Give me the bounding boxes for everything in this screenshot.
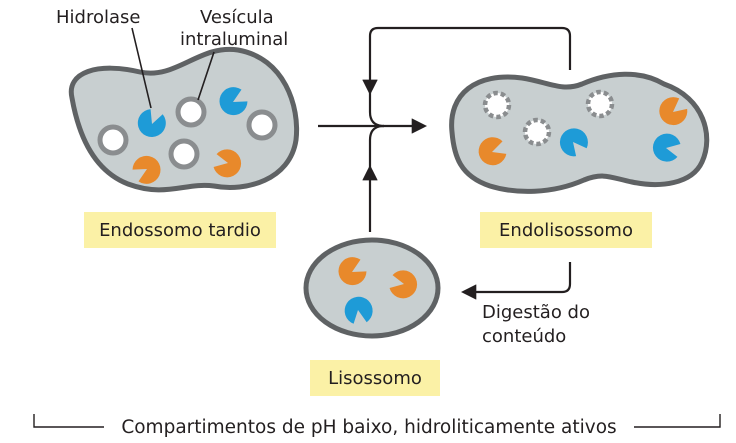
- hydrolase-blue: [344, 296, 373, 324]
- hydrolase-blue: [219, 87, 248, 116]
- arrow-return-loop: [362, 26, 572, 96]
- hidrolase-label: Hidrolase: [56, 7, 140, 28]
- endolysosome: [449, 71, 710, 194]
- digestao-label-line1: Digestão do: [482, 302, 590, 323]
- hydrolase-orange: [338, 257, 367, 286]
- late-endosome-name: Endossomo tardio: [99, 220, 261, 241]
- footer-caption: Compartimentos de pH baixo, hidroliticam…: [121, 417, 616, 438]
- endolysosome-tag: Endolisossomo: [480, 212, 652, 248]
- hydrolase-blue: [652, 133, 681, 162]
- dissolving-vesicle: [585, 89, 615, 119]
- intraluminal-vesicle: [246, 109, 278, 141]
- footer-bracket: [33, 414, 721, 428]
- intraluminal-vesicle: [175, 96, 207, 128]
- hydrolase-blue: [137, 109, 166, 138]
- late-endosome-tag: Endossomo tardio: [84, 212, 276, 248]
- lysosome-tag: Lisossomo: [310, 360, 440, 396]
- pathway-arrows: [318, 26, 572, 300]
- dissolving-vesicle: [522, 117, 552, 147]
- intraluminal-vesicle: [97, 124, 129, 156]
- intraluminal-vesicle: [168, 138, 200, 170]
- endolysosome-name: Endolisossomo: [499, 220, 633, 241]
- late-endosome: [68, 46, 300, 193]
- vesicula-label-line2: intraluminal: [180, 29, 288, 50]
- hydrolase-orange: [389, 270, 418, 299]
- digestao-label-line2: conteúdo: [482, 326, 566, 347]
- hydrolase-orange: [213, 149, 242, 178]
- lysosome-name: Lisossomo: [328, 368, 422, 389]
- lysosome: [303, 237, 441, 339]
- hydrolase-blue: [559, 128, 588, 157]
- hidrolase-callout-line: [131, 27, 152, 109]
- hydrolase-orange: [659, 97, 688, 126]
- arrow-lysosome-join: [368, 124, 385, 168]
- arrow-digestion: [460, 262, 572, 300]
- vesicula-callout-line: [197, 51, 215, 101]
- hydrolase-orange: [478, 137, 507, 166]
- dissolving-vesicle: [482, 90, 512, 120]
- lysosome-membrane: [303, 237, 441, 339]
- arrow-return-join: [368, 92, 385, 128]
- vesicula-label-line1: Vesícula: [200, 7, 274, 28]
- hydrolase-orange: [132, 155, 161, 184]
